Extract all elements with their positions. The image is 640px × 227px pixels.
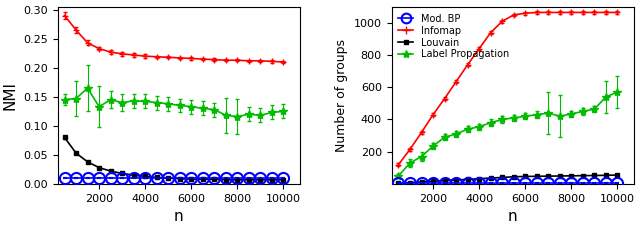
Y-axis label: Number of groups: Number of groups bbox=[335, 39, 348, 152]
X-axis label: n: n bbox=[174, 209, 184, 224]
Y-axis label: NMI: NMI bbox=[3, 81, 17, 110]
X-axis label: n: n bbox=[508, 209, 517, 224]
Legend: Mod. BP, Infomap, Louvain, Label Propagation: Mod. BP, Infomap, Louvain, Label Propaga… bbox=[396, 12, 511, 61]
